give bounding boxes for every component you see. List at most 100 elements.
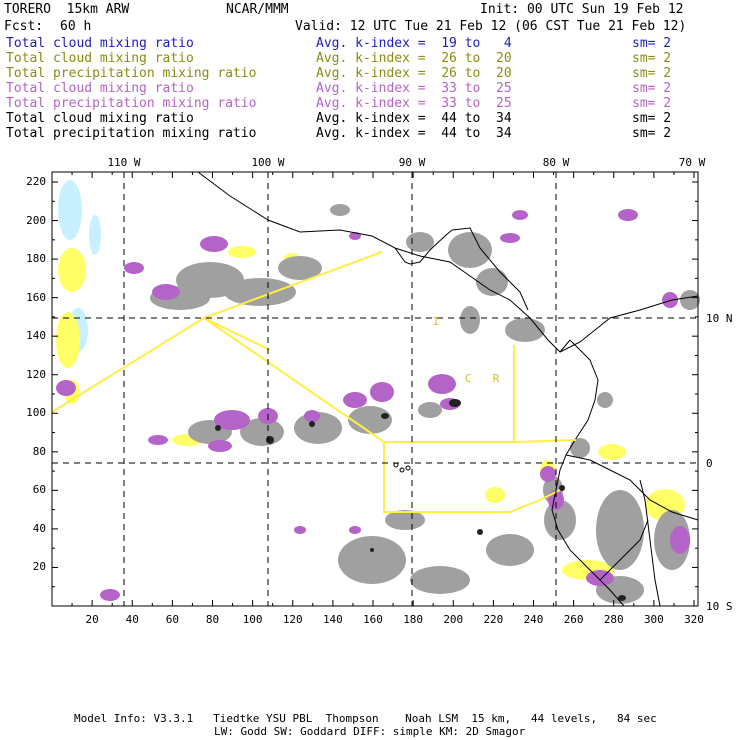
- coastline: [639, 479, 661, 607]
- y-axis-label: 60: [32, 483, 46, 497]
- legend-k-index: Avg. k-index = 26 to 20: [316, 51, 512, 66]
- field-blob: [343, 392, 367, 408]
- legend-k-index: Avg. k-index = 44 to 34: [316, 111, 512, 126]
- field-blob: [294, 526, 306, 534]
- field-blob: [370, 548, 374, 552]
- field-blob: [428, 374, 456, 394]
- field-blob: [349, 526, 361, 534]
- field-blob: [266, 436, 274, 444]
- map-letter: R: [492, 372, 500, 385]
- lon-label: 80 W: [542, 156, 570, 169]
- field-blob: [200, 236, 228, 252]
- lon-label: 90 W: [398, 156, 426, 169]
- coastline: [451, 227, 529, 311]
- field-blob: [152, 284, 180, 300]
- field-blob: [406, 232, 434, 252]
- field-blob: [540, 466, 556, 482]
- field-blob: [680, 290, 700, 310]
- legend-smoothing: sm= 2: [632, 66, 672, 81]
- domain-edge: [383, 442, 561, 513]
- field-blob: [477, 529, 483, 535]
- coastline: [551, 339, 625, 607]
- field-blob: [618, 595, 626, 601]
- x-axis-label: 180: [403, 613, 424, 626]
- x-axis-label: 140: [322, 613, 343, 626]
- map-letter: I: [432, 315, 440, 328]
- field-blob: [224, 278, 296, 306]
- y-axis-label: 20: [32, 560, 46, 574]
- map-frame: [51, 171, 699, 607]
- lat-lon-grid: [52, 172, 698, 606]
- lon-label: 100 W: [251, 156, 285, 169]
- coastlines: [197, 171, 699, 607]
- coastline: [197, 171, 571, 353]
- field-blob: [448, 232, 492, 268]
- field-blob: [485, 487, 505, 503]
- field-blob: [214, 410, 250, 430]
- lat-label: 10 S: [706, 600, 733, 613]
- legend-k-index: Avg. k-index = 19 to 4: [316, 36, 512, 51]
- legend-field-name: Total cloud mixing ratio: [6, 111, 194, 126]
- x-axis-label: 60: [165, 613, 179, 626]
- center-label: NCAR/MMM: [226, 2, 289, 17]
- y-axis-label: 40: [32, 521, 46, 535]
- island: [405, 465, 411, 471]
- x-axis-label: 320: [684, 613, 704, 626]
- island: [399, 467, 405, 473]
- field-blob: [559, 485, 565, 491]
- legend-field-name: Total cloud mixing ratio: [6, 51, 194, 66]
- field-blob: [385, 510, 425, 530]
- domain-outline: [51, 251, 577, 513]
- island: [393, 462, 399, 468]
- x-axis-label: 300: [643, 613, 664, 626]
- coastline: [394, 229, 453, 265]
- field-blob: [124, 262, 144, 274]
- forecast-label: Fcst:: [4, 19, 44, 34]
- field-blob: [309, 421, 315, 427]
- legend-smoothing: sm= 2: [632, 126, 672, 141]
- x-axis-label: 120: [282, 613, 303, 626]
- physics-info: LW: Godd SW: Goddard DIFF: simple KM: 2D…: [214, 725, 526, 738]
- field-blob: [349, 232, 361, 240]
- legend-k-index: Avg. k-index = 33 to 25: [316, 96, 512, 111]
- x-axis-label: 200: [443, 613, 464, 626]
- legend-k-index: Avg. k-index = 44 to 34: [316, 126, 512, 141]
- field-blob: [56, 312, 80, 368]
- x-axis-label: 40: [125, 613, 139, 626]
- field-blob: [596, 490, 644, 570]
- field-blob: [410, 566, 470, 594]
- field-blob: [58, 248, 86, 292]
- field-blob: [228, 246, 256, 258]
- x-axis-label: 80: [205, 613, 220, 626]
- lon-label: 70 W: [678, 156, 706, 169]
- field-blob: [598, 444, 626, 460]
- field-blob: [304, 410, 320, 422]
- field-blob: [460, 306, 480, 334]
- field-blob: [58, 180, 82, 240]
- field-blob: [597, 392, 613, 408]
- field-blob: [570, 438, 590, 458]
- field-blob: [505, 318, 545, 342]
- field-blob: [56, 380, 76, 396]
- y-axis-label: 220: [26, 175, 46, 188]
- field-blob: [148, 435, 168, 445]
- y-axis-label: 160: [26, 290, 46, 304]
- legend-smoothing: sm= 2: [632, 96, 672, 111]
- coastline: [565, 454, 699, 521]
- legend-k-index: Avg. k-index = 33 to 25: [316, 81, 512, 96]
- coastline: [559, 295, 699, 353]
- coastline: [599, 519, 649, 581]
- field-blob: [586, 570, 614, 586]
- field-blob: [348, 406, 392, 434]
- x-axis-label: 260: [563, 613, 584, 626]
- field-blob: [512, 210, 528, 220]
- y-axis-label: 140: [26, 329, 46, 343]
- x-axis-label: 160: [363, 613, 383, 626]
- legend-field-name: Total cloud mixing ratio: [6, 81, 194, 96]
- x-axis-label: 280: [603, 613, 624, 626]
- model-info: Model Info: V3.3.1 Tiedtke YSU PBL Thomp…: [74, 712, 657, 725]
- valid-time: Valid: 12 UTC Tue 21 Feb 12 (06 CST Tue …: [295, 19, 687, 34]
- domain-edge: [203, 317, 515, 443]
- x-axis-label: 240: [523, 613, 544, 626]
